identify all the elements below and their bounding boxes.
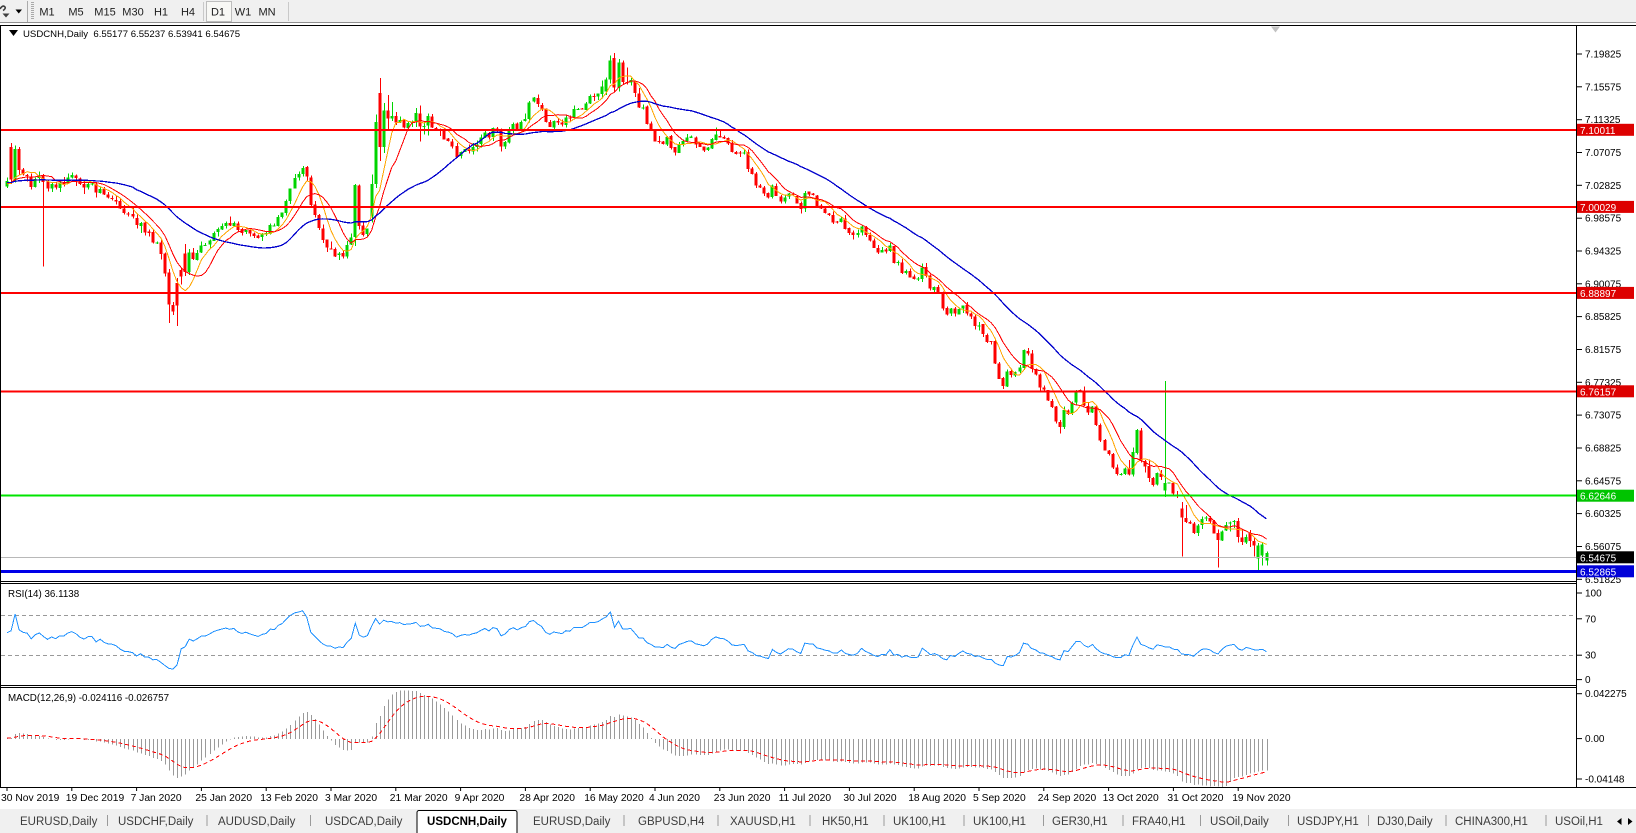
svg-text:7.19825: 7.19825 — [1585, 50, 1622, 61]
svg-text:EURUSD,Daily: EURUSD,Daily — [20, 816, 98, 828]
svg-text:7.11325: 7.11325 — [1585, 115, 1621, 126]
svg-text:-0.04148: -0.04148 — [1585, 775, 1625, 786]
svg-text:M5: M5 — [68, 7, 83, 19]
svg-text:6.90075: 6.90075 — [1585, 279, 1622, 290]
svg-text:31 Oct 2020: 31 Oct 2020 — [1167, 793, 1223, 804]
svg-text:MN: MN — [258, 7, 275, 19]
svg-text:USDCNH,Daily 6.55177 6.55237: USDCNH,Daily 6.55177 6.55237 6.53941 6.5… — [23, 29, 240, 40]
svg-text:0.042275: 0.042275 — [1585, 689, 1627, 700]
svg-text:0.00: 0.00 — [1585, 734, 1605, 745]
svg-text:7.00029: 7.00029 — [1580, 203, 1617, 214]
svg-text:FRA40,H1: FRA40,H1 — [1132, 816, 1186, 828]
svg-text:100: 100 — [1585, 589, 1602, 600]
svg-text:HK50,H1: HK50,H1 — [822, 816, 869, 828]
svg-text:25 Jan 2020: 25 Jan 2020 — [195, 793, 252, 804]
svg-text:6.73075: 6.73075 — [1585, 411, 1622, 422]
svg-text:0: 0 — [1585, 675, 1591, 686]
svg-text:6.62646: 6.62646 — [1580, 492, 1617, 503]
svg-text:18 Aug 2020: 18 Aug 2020 — [908, 793, 966, 804]
svg-text:30 Nov 2019: 30 Nov 2019 — [1, 793, 60, 804]
svg-text:6.88897: 6.88897 — [1580, 289, 1617, 300]
svg-text:6.64575: 6.64575 — [1585, 476, 1622, 487]
svg-text:CHINA300,H1: CHINA300,H1 — [1455, 816, 1528, 828]
svg-text:UK100,H1: UK100,H1 — [973, 816, 1026, 828]
svg-text:24 Sep 2020: 24 Sep 2020 — [1038, 793, 1097, 804]
svg-text:DJ30,Daily: DJ30,Daily — [1377, 816, 1433, 828]
svg-text:6.98575: 6.98575 — [1585, 214, 1622, 225]
svg-text:70: 70 — [1585, 614, 1597, 625]
svg-text:16 May 2020: 16 May 2020 — [584, 793, 644, 804]
svg-text:19 Nov 2020: 19 Nov 2020 — [1232, 793, 1291, 804]
svg-text:6.54675: 6.54675 — [1580, 553, 1617, 564]
svg-text:H4: H4 — [181, 7, 195, 19]
svg-text:GBPUSD,H4: GBPUSD,H4 — [638, 816, 705, 828]
svg-text:6.56075: 6.56075 — [1585, 542, 1622, 553]
svg-text:6.52865: 6.52865 — [1580, 567, 1617, 578]
svg-text:23 Jun 2020: 23 Jun 2020 — [714, 793, 771, 804]
svg-text:19 Dec 2019: 19 Dec 2019 — [66, 793, 125, 804]
svg-text:28 Apr 2020: 28 Apr 2020 — [519, 793, 575, 804]
svg-text:MACD(12,26,9) -0.024116 -0.026: MACD(12,26,9) -0.024116 -0.026757 — [8, 693, 169, 704]
svg-text:7.02825: 7.02825 — [1585, 181, 1622, 192]
svg-text:USDCAD,Daily: USDCAD,Daily — [325, 816, 403, 828]
svg-text:D1: D1 — [211, 7, 225, 19]
svg-text:30 Jul 2020: 30 Jul 2020 — [843, 793, 897, 804]
svg-text:6.76157: 6.76157 — [1580, 387, 1617, 398]
svg-text:6.85825: 6.85825 — [1585, 312, 1622, 323]
svg-text:13 Oct 2020: 13 Oct 2020 — [1103, 793, 1159, 804]
svg-text:5 Sep 2020: 5 Sep 2020 — [973, 793, 1026, 804]
svg-text:4 Jun 2020: 4 Jun 2020 — [649, 793, 700, 804]
svg-text:USDCHF,Daily: USDCHF,Daily — [118, 816, 194, 828]
svg-text:7.15575: 7.15575 — [1585, 82, 1622, 93]
svg-text:M30: M30 — [122, 7, 143, 19]
svg-text:M15: M15 — [94, 7, 115, 19]
svg-text:9 Apr 2020: 9 Apr 2020 — [455, 793, 505, 804]
svg-text:6.77325: 6.77325 — [1585, 378, 1622, 389]
svg-text:6.81575: 6.81575 — [1585, 345, 1622, 356]
svg-text:7 Jan 2020: 7 Jan 2020 — [131, 793, 182, 804]
svg-text:RSI(14) 36.1138: RSI(14) 36.1138 — [8, 589, 80, 600]
svg-text:6.68825: 6.68825 — [1585, 444, 1622, 455]
svg-text:W1: W1 — [235, 7, 252, 19]
svg-text:UK100,H1: UK100,H1 — [893, 816, 946, 828]
svg-text:6.94325: 6.94325 — [1585, 247, 1622, 258]
svg-text:USDCNH,Daily: USDCNH,Daily — [427, 816, 507, 828]
svg-text:7.10011: 7.10011 — [1580, 126, 1616, 137]
svg-text:M1: M1 — [39, 7, 54, 19]
svg-text:EURUSD,Daily: EURUSD,Daily — [533, 816, 611, 828]
svg-text:30: 30 — [1585, 651, 1597, 662]
svg-text:USDJPY,H1: USDJPY,H1 — [1297, 816, 1359, 828]
svg-text:3 Mar 2020: 3 Mar 2020 — [325, 793, 377, 804]
svg-text:GER30,H1: GER30,H1 — [1052, 816, 1108, 828]
svg-text:XAUUSD,H1: XAUUSD,H1 — [730, 816, 796, 828]
svg-text:7.07075: 7.07075 — [1585, 148, 1622, 159]
svg-text:21 Mar 2020: 21 Mar 2020 — [390, 793, 448, 804]
svg-text:6.51825: 6.51825 — [1585, 575, 1622, 586]
svg-text:13 Feb 2020: 13 Feb 2020 — [260, 793, 318, 804]
svg-text:6.60325: 6.60325 — [1585, 509, 1622, 520]
svg-text:H1: H1 — [154, 7, 168, 19]
svg-text:USOil,H1: USOil,H1 — [1555, 816, 1603, 828]
svg-text:11 Jul 2020: 11 Jul 2020 — [779, 793, 832, 804]
svg-text:USOil,Daily: USOil,Daily — [1210, 816, 1269, 828]
svg-text:AUDUSD,Daily: AUDUSD,Daily — [218, 816, 296, 828]
